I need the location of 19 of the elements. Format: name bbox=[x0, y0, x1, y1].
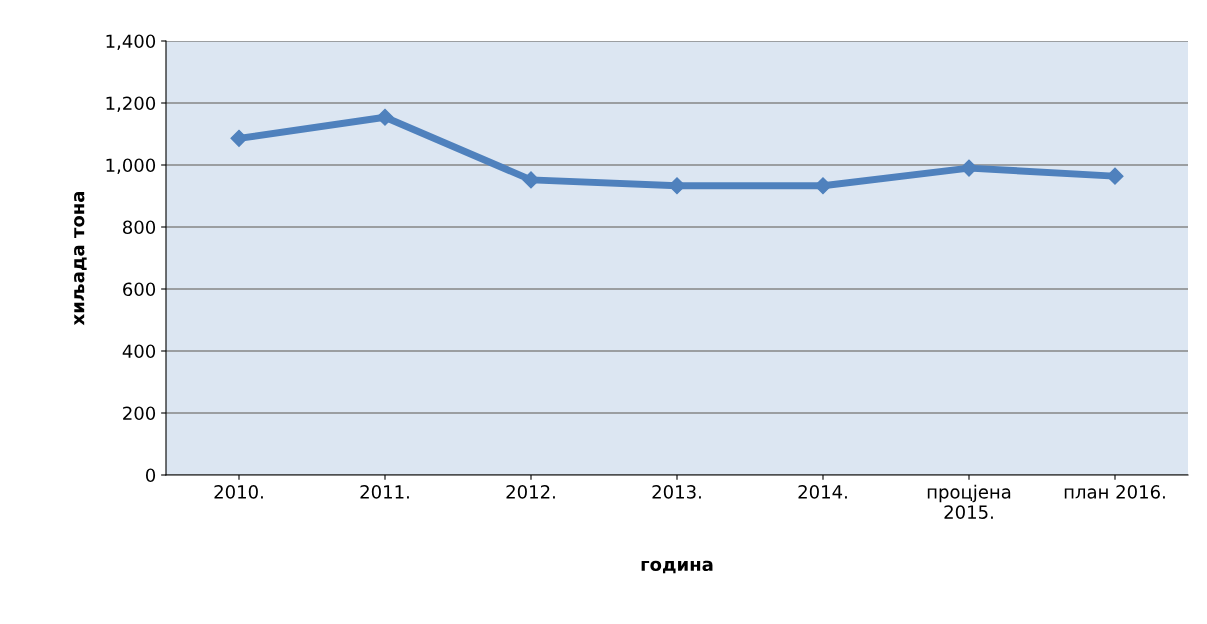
y-axis-title: хиљада тона bbox=[74, 191, 87, 326]
y-tick-label: 600 bbox=[123, 282, 156, 297]
x-tick-label: 2012. bbox=[506, 485, 555, 499]
x-tick-label: план 2016. bbox=[1064, 485, 1165, 499]
x-axis-title: година bbox=[641, 560, 713, 574]
y-tick-label: 400 bbox=[122, 344, 156, 359]
x-tick-label: 2013. bbox=[652, 485, 701, 499]
x-tick-label: процјена 2015. bbox=[927, 484, 1011, 519]
y-tick-label: 1,400 bbox=[106, 34, 156, 50]
point bbox=[376, 108, 394, 126]
y-tick-label: 1,000 bbox=[106, 158, 156, 174]
x-tick-label: 2010. bbox=[214, 485, 263, 499]
y-tick-label: 800 bbox=[123, 220, 156, 235]
y-tick-label: 1,200 bbox=[106, 96, 156, 112]
x-tick-label: 2011. bbox=[360, 485, 409, 499]
x-tick-label: 2014. bbox=[798, 485, 847, 499]
y-tick-label: 200 bbox=[123, 406, 156, 421]
point bbox=[230, 129, 248, 147]
y-tick-label: 0 bbox=[145, 468, 156, 483]
